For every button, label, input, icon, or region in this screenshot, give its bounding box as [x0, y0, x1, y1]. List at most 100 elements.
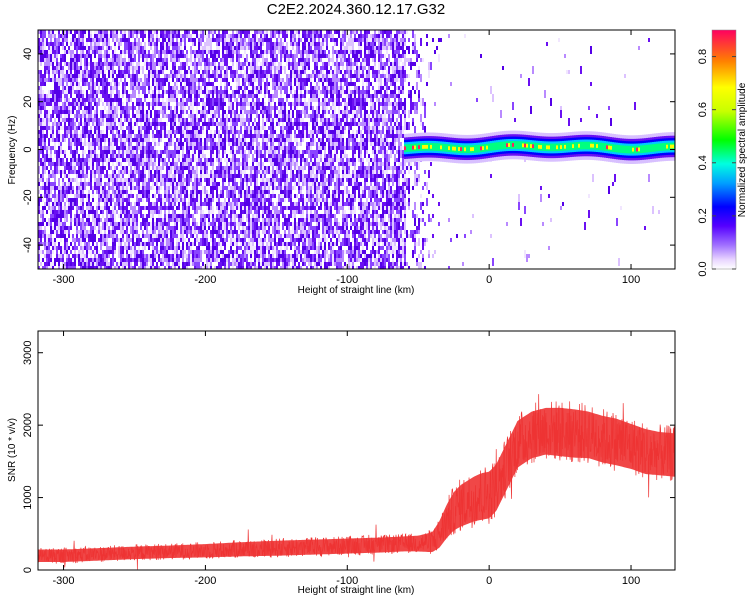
spectrogram-cell — [218, 150, 220, 154]
spectrogram-cell — [88, 30, 90, 38]
spectrogram-cell — [190, 242, 192, 246]
spectrogram-cell — [262, 226, 264, 230]
spectrogram-cell — [162, 150, 164, 154]
spectrogram-cell — [168, 170, 170, 178]
spectrogram-cell — [190, 34, 192, 38]
spectrogram-cell — [66, 38, 68, 42]
spectrogram-cell — [184, 250, 186, 254]
spectrogram-cell — [82, 70, 84, 74]
spectrogram-cell — [156, 266, 158, 269]
spectrogram-cell — [174, 130, 176, 134]
spectrogram-cell — [168, 150, 170, 158]
spectrogram-cell — [80, 102, 82, 106]
spectrogram-cell — [40, 250, 42, 254]
spectrogram-cell — [178, 142, 180, 146]
spectrogram-cell — [74, 62, 76, 70]
spectrogram-cell — [192, 258, 194, 262]
spectrogram-cell — [258, 234, 260, 238]
spectrogram-cell — [110, 110, 112, 114]
spectrogram-cell — [194, 122, 196, 126]
spectrogram-cell — [140, 110, 142, 114]
spectrogram-cell — [64, 266, 66, 269]
spectrogram-cell — [82, 254, 84, 258]
spectrogram-cell — [146, 114, 148, 118]
spectrogram-cell — [80, 230, 82, 234]
spectrogram-cell — [90, 238, 92, 242]
spectrogram-cell — [138, 258, 140, 262]
spectrogram-cell — [114, 178, 116, 182]
spectrogram-cell — [100, 58, 102, 62]
spectrogram-cell — [150, 126, 152, 130]
spectrogram-cell — [80, 54, 82, 58]
spectrogram-cell — [142, 258, 144, 262]
spectrogram-cell — [212, 34, 214, 38]
spectrogram-cell — [52, 146, 54, 150]
spectrogram-cell — [134, 118, 136, 122]
spectrogram-cell — [160, 214, 162, 218]
spectrogram-cell — [212, 206, 214, 210]
spectrogram-cell — [238, 66, 240, 70]
spectrogram-cell — [156, 94, 158, 102]
spectrogram-cell — [190, 190, 192, 194]
spectrogram-cell — [110, 174, 112, 178]
spectrogram-cell — [152, 70, 154, 74]
spectrogram-cell — [162, 130, 164, 138]
spectrogram-cell — [90, 246, 92, 250]
spectrogram-cell — [130, 266, 132, 269]
spectrogram-cell — [136, 146, 138, 154]
spectrogram-cell — [168, 230, 170, 234]
spectrogram-cell — [210, 158, 212, 162]
spectrogram-cell — [54, 46, 56, 50]
spectrogram-cell — [182, 186, 184, 190]
spectrogram-cell — [106, 138, 108, 142]
spectrogram-cell — [218, 106, 220, 114]
spectrogram-cell — [172, 42, 174, 46]
spectrogram-cell — [128, 138, 130, 142]
spectrogram-cell — [148, 54, 150, 58]
spectrogram-cell — [114, 98, 116, 102]
spectrogram-cell — [140, 34, 142, 38]
spectrogram-cell — [234, 114, 236, 118]
spectrogram-cell — [100, 70, 102, 74]
spectrogram-cell — [216, 174, 218, 178]
spectrogram-cell — [38, 182, 40, 186]
spectrogram-cell — [142, 138, 144, 142]
spectrogram-cell — [148, 86, 150, 90]
spectrogram-cell — [236, 114, 238, 118]
spectrogram-cell — [38, 74, 40, 82]
spectrogram-cell — [122, 182, 124, 190]
spectrogram-cell — [110, 150, 112, 154]
spectrogram-cell — [136, 254, 138, 258]
spectrogram-cell — [144, 50, 146, 54]
spectrogram-cell — [116, 158, 118, 166]
spectrogram-cell — [256, 122, 258, 126]
spectrogram-cell — [180, 66, 182, 70]
spectrogram-cell — [90, 130, 92, 134]
spectrogram-cell — [56, 38, 58, 46]
spectrogram-cell — [166, 238, 168, 246]
spectrogram-cell — [138, 154, 140, 158]
spectrogram-cell — [164, 130, 166, 134]
spectrogram-cell — [214, 38, 216, 42]
spectrogram-cell — [264, 90, 266, 94]
spectrogram-cell — [136, 242, 138, 246]
spectrogram-cell — [192, 214, 194, 218]
spectrogram-cell — [146, 206, 148, 210]
spectrogram-cell — [198, 130, 200, 134]
spectrogram-cell — [248, 46, 250, 50]
spectrogram-cell — [100, 262, 102, 269]
spectrogram-cell — [228, 190, 230, 198]
spectrogram-cell — [122, 30, 124, 34]
spectrogram-cell — [136, 186, 138, 190]
spectrogram-cell — [166, 30, 168, 34]
spectrogram-cell — [182, 230, 184, 234]
spectrogram-cell — [262, 262, 264, 266]
spectrogram-cell — [52, 138, 54, 142]
spectrogram-cell — [204, 226, 206, 230]
spectrogram-cell — [264, 174, 266, 178]
spectrogram-cell — [170, 118, 172, 126]
spectrogram-cell — [90, 154, 92, 158]
spectrogram-cell — [210, 146, 212, 150]
spectrogram-cell — [224, 50, 226, 54]
spectrogram-cell — [248, 90, 250, 94]
